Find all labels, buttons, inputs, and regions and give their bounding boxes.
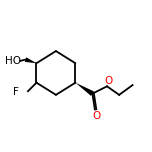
Text: HO: HO [5, 56, 21, 66]
Polygon shape [25, 57, 36, 63]
Text: O: O [92, 111, 100, 121]
Polygon shape [75, 83, 94, 96]
Text: F: F [14, 87, 19, 97]
Text: O: O [104, 76, 112, 86]
